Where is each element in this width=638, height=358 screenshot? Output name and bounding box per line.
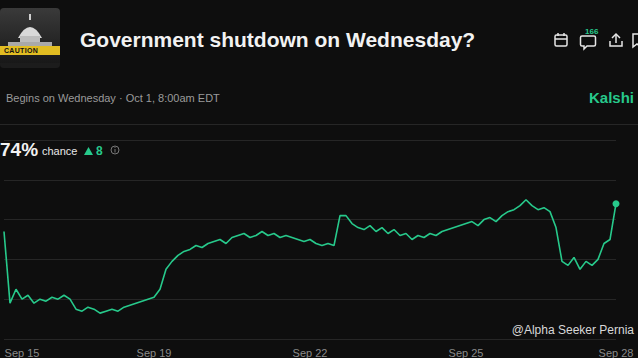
- html-text:Government shutdown on Wednesd: Government shutdown on Wednesday?: [80, 28, 476, 51]
- html-text:74% chance: 74% chance: [0, 139, 78, 160]
- html-text:166: 166: [585, 27, 599, 36]
- html-text:@Alpha Seeker Pernia: @Alpha Seeker Pernia: [511, 323, 634, 337]
- html-text:Kalshi: Kalshi: [589, 89, 634, 106]
- svg-text:Sep 19: Sep 19: [137, 347, 172, 358]
- svg-text:Sep 15: Sep 15: [5, 347, 40, 358]
- html-text:8: 8: [96, 144, 103, 158]
- svg-text:Sep 28: Sep 28: [599, 347, 634, 358]
- svg-text:Sep 22: Sep 22: [293, 347, 328, 358]
- svg-text:Sep 25: Sep 25: [449, 347, 484, 358]
- html-text:CAUTION: CAUTION: [4, 47, 38, 54]
- html-text:Begins on Wednesday · Oct 1, 8: Begins on Wednesday · Oct 1, 8:00am EDT: [6, 92, 220, 104]
